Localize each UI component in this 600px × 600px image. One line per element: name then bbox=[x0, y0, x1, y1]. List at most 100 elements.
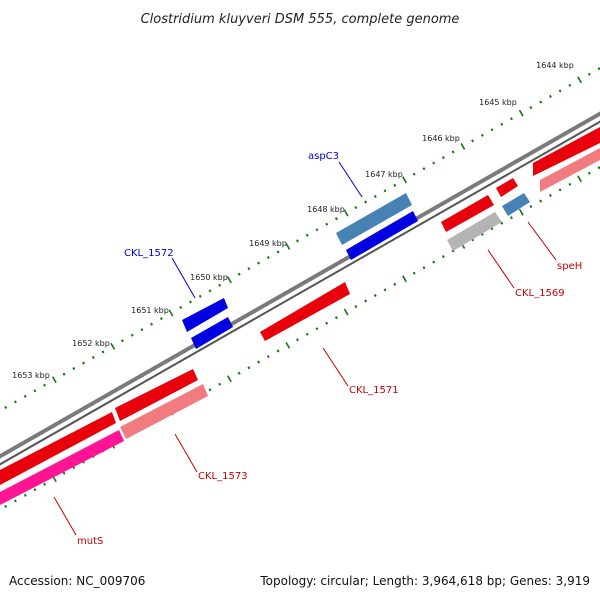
outer-minor-tick bbox=[189, 300, 192, 304]
gene-top-right-red[interactable] bbox=[533, 127, 600, 176]
outer-major-tick bbox=[577, 76, 582, 84]
gene-CKL_1572[interactable] bbox=[182, 298, 228, 332]
tick-label-1649: 1649 kbp bbox=[249, 239, 287, 248]
inner-minor-tick bbox=[4, 504, 8, 508]
inner-minor-tick bbox=[510, 216, 513, 220]
gene-aspC3[interactable] bbox=[336, 193, 412, 245]
outer-minor-ticks bbox=[4, 67, 600, 409]
tick-label-1645: 1645 kbp bbox=[479, 98, 517, 107]
gene-CKL_1571[interactable] bbox=[260, 282, 350, 341]
outer-minor-tick bbox=[266, 255, 270, 260]
gene-mutS[interactable] bbox=[0, 430, 124, 505]
inner-minor-tick bbox=[257, 360, 261, 364]
outer-minor-tick bbox=[354, 206, 358, 210]
inner-minor-tick bbox=[412, 271, 416, 275]
gene-top-right-pink[interactable] bbox=[540, 148, 600, 192]
gene-CKL_1572-partner[interactable] bbox=[191, 317, 233, 349]
outer-minor-tick bbox=[82, 361, 85, 365]
gene-CKL_1569[interactable] bbox=[447, 212, 502, 251]
outer-minor-tick bbox=[120, 339, 124, 343]
inner-minor-tick bbox=[383, 288, 387, 292]
gene-CKL_1573[interactable] bbox=[120, 384, 208, 439]
outer-major-tick bbox=[227, 276, 232, 284]
outer-minor-tick bbox=[179, 305, 183, 309]
outer-minor-tick bbox=[451, 150, 455, 154]
label-CKL_1569[interactable]: CKL_1569 bbox=[515, 288, 565, 299]
inner-minor-ticks bbox=[4, 166, 600, 508]
inner-minor-tick bbox=[334, 316, 338, 320]
scale-tick-labels: 1644 kbp 1645 kbp 1646 kbp 1647 kbp 1648… bbox=[12, 61, 574, 380]
inner-minor-tick bbox=[558, 188, 562, 192]
outer-minor-tick bbox=[43, 383, 47, 387]
outer-minor-tick bbox=[315, 228, 319, 232]
outer-minor-tick bbox=[383, 189, 387, 193]
inner-major-tick bbox=[518, 208, 524, 216]
inner-major-tick bbox=[227, 375, 232, 383]
outer-minor-tick bbox=[198, 294, 202, 298]
inner-minor-tick bbox=[247, 366, 251, 370]
gene-CKL_1573-red[interactable] bbox=[115, 369, 198, 421]
outer-minor-tick bbox=[432, 161, 436, 165]
label-mutS[interactable]: mutS bbox=[77, 536, 103, 547]
outer-scale-track bbox=[4, 67, 600, 409]
outer-minor-tick bbox=[237, 272, 241, 276]
outer-major-tick bbox=[285, 243, 291, 250]
inner-minor-tick bbox=[529, 205, 533, 209]
gene-speH[interactable] bbox=[502, 193, 530, 216]
outer-minor-tick bbox=[393, 183, 397, 187]
inner-minor-tick bbox=[276, 349, 280, 353]
gene-left-red[interactable] bbox=[0, 412, 116, 485]
outer-minor-tick bbox=[72, 367, 76, 371]
outer-minor-tick bbox=[4, 405, 8, 409]
outer-minor-tick bbox=[412, 172, 416, 176]
inner-minor-tick bbox=[218, 382, 222, 386]
outer-minor-tick bbox=[140, 328, 144, 332]
outer-minor-tick bbox=[91, 355, 95, 359]
inner-minor-tick bbox=[354, 305, 358, 309]
outer-major-tick bbox=[110, 342, 116, 350]
label-speH[interactable]: speH bbox=[557, 261, 582, 272]
outer-minor-tick bbox=[558, 89, 562, 93]
leader-CKL_1572 bbox=[171, 257, 196, 299]
outer-major-tick bbox=[402, 176, 407, 184]
outer-minor-tick bbox=[276, 250, 280, 254]
inner-major-tick bbox=[402, 275, 407, 283]
inner-major-tick bbox=[285, 342, 291, 349]
outer-minor-tick bbox=[33, 389, 37, 393]
inner-minor-tick bbox=[43, 482, 47, 486]
label-CKL_1571[interactable]: CKL_1571 bbox=[349, 385, 399, 396]
inner-minor-tick bbox=[432, 260, 436, 264]
outer-minor-tick bbox=[150, 322, 154, 326]
outer-minor-tick bbox=[510, 117, 513, 121]
inner-minor-tick bbox=[548, 193, 552, 197]
gene-aspC3-partner[interactable] bbox=[346, 211, 418, 260]
tick-label-1651: 1651 kbp bbox=[131, 306, 169, 315]
outer-minor-tick bbox=[23, 394, 27, 398]
leader-speH bbox=[527, 221, 557, 261]
tick-label-1650: 1650 kbp bbox=[190, 273, 228, 282]
tick-label-1644: 1644 kbp bbox=[536, 61, 574, 70]
inner-minor-tick bbox=[14, 499, 17, 503]
inner-minor-tick bbox=[587, 171, 591, 175]
gene-labels: aspC3 CKL_1572 speH CKL_1569 CKL_1571 CK… bbox=[77, 151, 582, 547]
label-CKL_1573[interactable]: CKL_1573 bbox=[198, 471, 248, 482]
leader-CKL_1571 bbox=[322, 347, 349, 387]
label-CKL_1572[interactable]: CKL_1572 bbox=[124, 248, 174, 259]
gene-speH-red[interactable] bbox=[496, 178, 518, 197]
inner-minor-tick bbox=[500, 221, 504, 225]
outer-minor-tick bbox=[159, 317, 163, 321]
label-aspC3[interactable]: aspC3 bbox=[308, 151, 339, 162]
leader-CKL_1569 bbox=[487, 249, 515, 289]
label-leader-lines bbox=[53, 161, 557, 536]
outer-minor-tick bbox=[441, 156, 445, 160]
outer-major-tick bbox=[518, 109, 524, 117]
inner-minor-tick bbox=[393, 282, 397, 286]
gene-CKL_1569-red[interactable] bbox=[441, 195, 494, 232]
outer-minor-tick bbox=[422, 167, 426, 171]
backbone-line-upper bbox=[0, 111, 600, 459]
tick-label-1652: 1652 kbp bbox=[72, 339, 110, 348]
inner-minor-tick bbox=[325, 321, 329, 325]
outer-minor-tick bbox=[539, 100, 543, 104]
accession-text: Accession: NC_009706 bbox=[9, 574, 146, 588]
